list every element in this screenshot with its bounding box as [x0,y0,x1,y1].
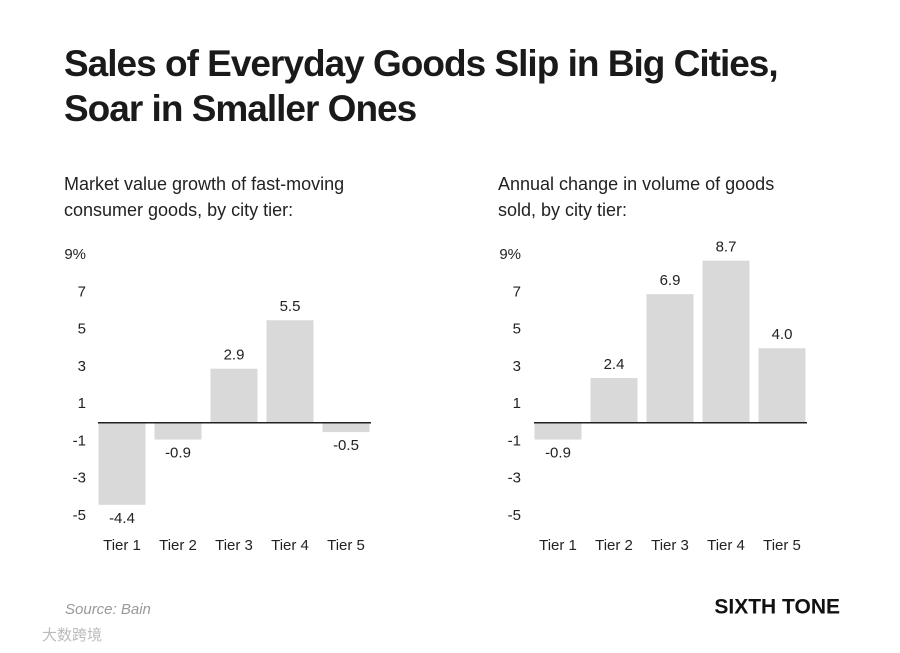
x-tick-label: Tier 3 [651,537,689,554]
y-tick-label: 7 [513,283,521,300]
y-tick-label: 3 [78,358,86,375]
bar [758,348,806,423]
bar [534,422,582,440]
x-tick-label: Tier 5 [327,537,365,554]
subtitle: Annual change in volume of goods [498,174,774,194]
y-tick-label: -5 [508,507,521,524]
x-tick-label: Tier 4 [271,537,309,554]
value-label: -0.9 [545,445,571,462]
title-line: Soar in Smaller Ones [64,88,417,129]
y-tick-label: 7 [78,283,86,300]
y-tick-label: 5 [78,321,86,338]
x-tick-label: Tier 2 [595,537,633,554]
y-tick-label: 1 [78,395,86,412]
watermark: 大数跨境 [42,626,102,644]
y-tick-label: 3 [513,358,521,375]
value-label: 2.9 [224,347,245,364]
x-tick-label: Tier 5 [763,537,801,554]
brand: SIXTH TONE [714,596,840,619]
bar [702,260,750,423]
x-tick-label: Tier 3 [215,537,253,554]
subtitle: sold, by city tier: [498,200,627,220]
bar [154,422,202,440]
bar [266,320,314,423]
y-tick-label: -3 [73,470,86,487]
value-label: 5.5 [280,298,301,315]
x-tick-label: Tier 2 [159,537,197,554]
value-label: -0.9 [165,445,191,462]
value-label: 4.0 [772,326,793,343]
value-label: -4.4 [109,510,135,527]
x-tick-label: Tier 1 [103,537,141,554]
y-tick-label: -1 [73,432,86,449]
y-tick-label: -1 [508,432,521,449]
y-tick-label: 1 [513,395,521,412]
bar [646,294,694,423]
value-label: 6.9 [660,272,681,289]
bar [322,422,370,433]
bar [210,368,258,423]
x-tick-label: Tier 1 [539,537,577,554]
y-tick-label: -5 [73,507,86,524]
title-line: Sales of Everyday Goods Slip in Big Citi… [64,43,778,84]
subtitle: consumer goods, by city tier: [64,200,293,220]
y-tick-label: -3 [508,470,521,487]
subtitle: Market value growth of fast-moving [64,174,344,194]
y-tick-label: 9% [499,246,521,263]
source: Source: Bain [65,601,151,618]
x-tick-label: Tier 4 [707,537,745,554]
value-label: 2.4 [604,356,625,373]
y-tick-label: 5 [513,321,521,338]
value-label: 8.7 [716,239,737,256]
bar [590,378,638,423]
value-label: -0.5 [333,437,359,454]
y-tick-label: 9% [64,246,86,263]
bar [98,422,146,505]
